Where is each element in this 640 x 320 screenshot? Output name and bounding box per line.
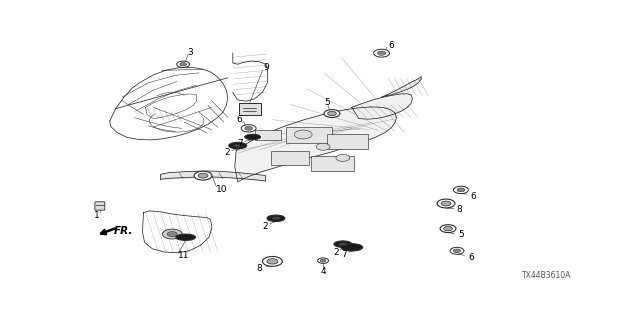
FancyBboxPatch shape	[311, 156, 354, 172]
Circle shape	[336, 155, 350, 161]
Circle shape	[267, 259, 278, 264]
Circle shape	[437, 199, 455, 208]
Text: 2: 2	[262, 222, 268, 231]
Circle shape	[454, 186, 468, 194]
Ellipse shape	[229, 142, 246, 149]
Text: 2: 2	[333, 248, 339, 257]
Text: 7: 7	[237, 139, 243, 148]
Circle shape	[450, 247, 464, 254]
Circle shape	[378, 51, 386, 55]
Text: 5: 5	[324, 99, 330, 108]
Text: 11: 11	[179, 251, 190, 260]
Text: 8: 8	[257, 264, 262, 273]
Circle shape	[316, 143, 330, 150]
Text: 9: 9	[263, 63, 269, 72]
Ellipse shape	[244, 134, 260, 140]
Polygon shape	[381, 76, 421, 97]
Circle shape	[374, 49, 390, 57]
Circle shape	[194, 171, 212, 180]
Circle shape	[198, 173, 208, 178]
FancyBboxPatch shape	[271, 151, 309, 165]
Text: 10: 10	[216, 185, 227, 194]
Circle shape	[328, 111, 337, 116]
FancyBboxPatch shape	[286, 127, 332, 143]
Polygon shape	[235, 107, 396, 182]
Ellipse shape	[341, 244, 363, 251]
Circle shape	[457, 188, 465, 192]
Text: 6: 6	[237, 115, 243, 124]
Text: 3: 3	[188, 48, 193, 57]
Circle shape	[177, 61, 189, 68]
Text: TX44B3610A: TX44B3610A	[522, 271, 571, 280]
Text: 6: 6	[388, 41, 394, 50]
Text: 8: 8	[456, 205, 462, 214]
FancyBboxPatch shape	[95, 202, 105, 210]
Circle shape	[320, 259, 326, 262]
Circle shape	[324, 110, 340, 117]
Text: 1: 1	[93, 211, 99, 220]
FancyBboxPatch shape	[239, 103, 260, 115]
Circle shape	[262, 256, 282, 266]
FancyBboxPatch shape	[255, 130, 281, 140]
Circle shape	[294, 130, 312, 139]
Polygon shape	[352, 94, 412, 119]
Text: 6: 6	[470, 192, 476, 201]
Circle shape	[180, 63, 186, 66]
Circle shape	[444, 227, 452, 231]
Ellipse shape	[267, 215, 285, 221]
Ellipse shape	[271, 217, 280, 220]
Circle shape	[317, 258, 328, 263]
Text: FR.: FR.	[114, 226, 133, 236]
Text: 5: 5	[458, 230, 464, 239]
Ellipse shape	[334, 241, 352, 247]
Text: 7: 7	[342, 250, 348, 259]
Circle shape	[167, 232, 177, 236]
Circle shape	[241, 124, 256, 132]
Circle shape	[244, 126, 253, 130]
Circle shape	[453, 249, 461, 252]
Circle shape	[440, 225, 456, 233]
Text: 2: 2	[224, 148, 230, 157]
FancyBboxPatch shape	[327, 134, 367, 148]
Ellipse shape	[233, 144, 242, 147]
Circle shape	[441, 201, 451, 206]
Ellipse shape	[339, 243, 348, 246]
Ellipse shape	[176, 234, 196, 240]
Text: 6: 6	[468, 253, 474, 262]
Text: 4: 4	[320, 268, 326, 276]
Circle shape	[163, 229, 182, 239]
